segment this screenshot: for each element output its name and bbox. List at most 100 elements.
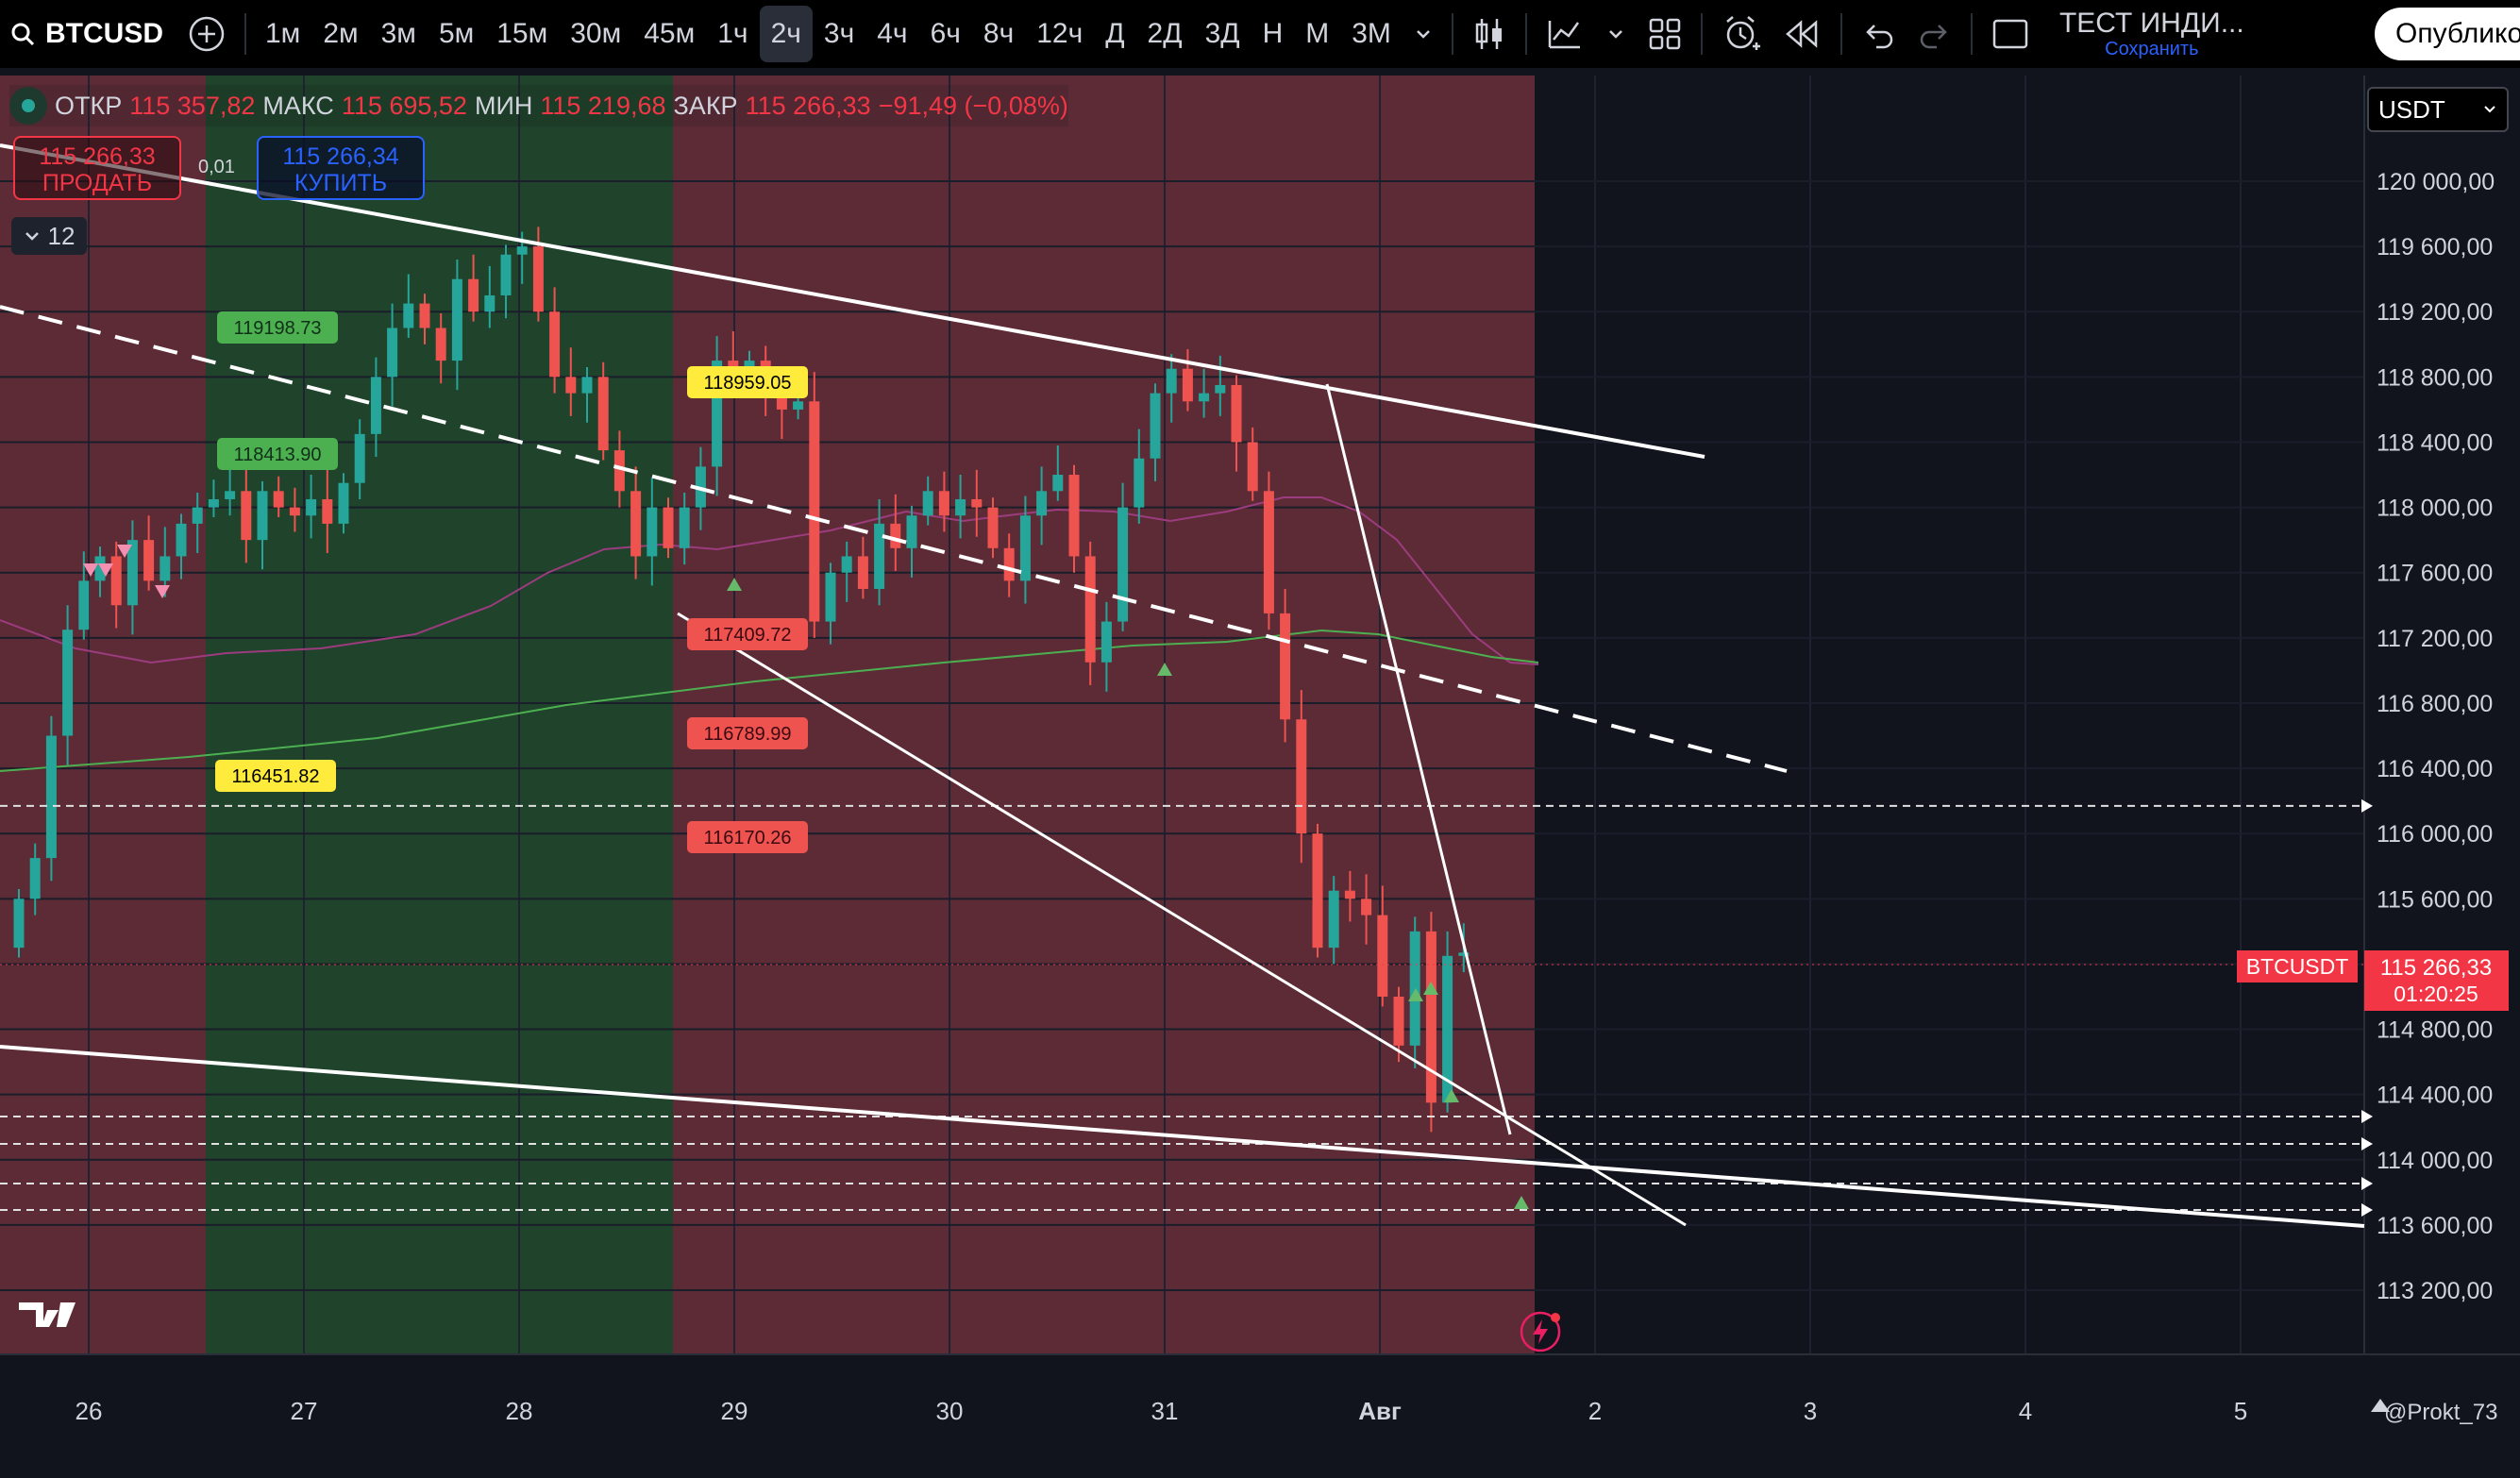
- interval-12[interactable]: 8ч: [983, 18, 1015, 49]
- layout-title-block[interactable]: ТЕСТ ИНДИ... Сохранить: [2041, 8, 2260, 60]
- candle-body: [78, 580, 90, 630]
- interval-17[interactable]: Н: [1262, 18, 1284, 49]
- candle-body: [338, 482, 349, 524]
- time-tick-label: 31: [1151, 1397, 1179, 1425]
- candle-body: [1377, 915, 1388, 997]
- plus-circle-icon: [188, 15, 226, 53]
- open-label: ОТКР: [55, 91, 123, 120]
- price-chart[interactable]: 120 000,00 119 600,00 119 200,00 118 800,00…: [0, 68, 2520, 1478]
- candle-body: [1328, 890, 1339, 949]
- indicators-dropdown[interactable]: [1595, 6, 1637, 62]
- candle-body: [1019, 515, 1031, 581]
- chart-type-button[interactable]: [1461, 6, 1518, 62]
- symbol-search[interactable]: BTCUSD: [0, 18, 176, 50]
- level-label-box: [215, 760, 336, 792]
- interval-16[interactable]: 3Д: [1204, 18, 1240, 49]
- interval-2[interactable]: 3м: [380, 18, 416, 49]
- candle-body: [987, 507, 999, 548]
- candle-body: [126, 540, 138, 606]
- last-price-value: 115 266,33: [2380, 955, 2492, 981]
- redo-button[interactable]: [1907, 6, 1963, 62]
- price-tick-label: 116 800,00: [2377, 691, 2493, 717]
- visibility-toggle[interactable]: [9, 87, 47, 125]
- sell-button[interactable]: 115 266,33 ПРОДАТЬ: [13, 136, 181, 200]
- candle-body: [613, 450, 625, 492]
- publish-button[interactable]: Опублико: [2375, 8, 2520, 60]
- interval-3[interactable]: 5м: [438, 18, 475, 49]
- indicators-icon: [1546, 15, 1584, 53]
- indicators-collapse-button[interactable]: 12: [11, 217, 87, 255]
- candle-body: [192, 507, 203, 524]
- interval-8[interactable]: 2ч: [759, 6, 813, 62]
- interval-5[interactable]: 30м: [570, 18, 622, 49]
- interval-0[interactable]: 1м: [265, 18, 301, 49]
- fullscreen-button[interactable]: [1980, 6, 2041, 62]
- sell-label: ПРОДАТЬ: [42, 170, 153, 196]
- change-value: −91,49 (−0,08%): [878, 91, 1068, 120]
- high-label: МАКС: [262, 91, 334, 120]
- candle-body: [663, 507, 674, 548]
- time-tick-label: 27: [291, 1397, 318, 1425]
- candle-body: [1263, 491, 1274, 613]
- candle-body: [1134, 458, 1145, 508]
- candle-body: [1458, 952, 1470, 956]
- candle-body: [110, 556, 122, 606]
- layouts-button[interactable]: [1637, 6, 1693, 62]
- interval-6[interactable]: 45м: [644, 18, 696, 49]
- separator: [1700, 13, 1703, 55]
- candle-body: [1052, 475, 1064, 492]
- candle-body: [322, 498, 333, 524]
- candle-body: [1280, 613, 1291, 720]
- signal-marker-up: [1157, 663, 1172, 676]
- level-label-box: [687, 717, 808, 749]
- candle-body: [1182, 368, 1193, 402]
- candle-body: [938, 491, 949, 516]
- interval-1[interactable]: 2м: [323, 18, 359, 49]
- open-value: 115 357,82: [129, 91, 256, 120]
- save-link[interactable]: Сохранить: [2105, 39, 2199, 59]
- candle-body: [176, 523, 187, 557]
- low-value: 115 219,68: [540, 91, 666, 120]
- candle-body: [1100, 621, 1112, 663]
- top-toolbar: BTCUSD 1м 2м 3м 5м 15м 30м 45м 1ч 2ч 3ч 4ч 6ч 8ч 12ч Д…: [0, 0, 2520, 68]
- interval-11[interactable]: 6ч: [930, 18, 961, 49]
- level-label-text: 119198.73: [233, 318, 321, 339]
- level-label-box: [687, 366, 808, 398]
- chevron-down-icon: [2482, 102, 2497, 117]
- interval-7[interactable]: 1ч: [717, 18, 748, 49]
- currency-select[interactable]: USDT: [2367, 87, 2509, 132]
- separator: [1524, 13, 1527, 55]
- level-arrow-icon: [2361, 1110, 2373, 1123]
- interval-10[interactable]: 4ч: [877, 18, 908, 49]
- interval-9[interactable]: 3ч: [823, 18, 855, 49]
- candle-body: [809, 401, 820, 622]
- candle-body: [841, 556, 852, 573]
- time-tick-label: Авг: [1358, 1397, 1402, 1425]
- redo-icon: [1918, 17, 1952, 51]
- candle-body: [1084, 556, 1096, 663]
- intervals-dropdown[interactable]: [1403, 6, 1444, 62]
- interval-15[interactable]: 2Д: [1147, 18, 1183, 49]
- chart-area[interactable]: 120 000,00 119 600,00 119 200,00 118 800,00…: [0, 68, 2520, 1478]
- indicators-button[interactable]: [1535, 6, 1595, 62]
- chevron-down-icon: [24, 227, 41, 244]
- candle-body: [532, 246, 544, 312]
- candle-body: [500, 254, 512, 295]
- replay-button[interactable]: [1772, 6, 1833, 62]
- candle-body: [1393, 997, 1404, 1046]
- interval-19[interactable]: 3М: [1352, 18, 1391, 49]
- interval-18[interactable]: М: [1305, 18, 1330, 49]
- spread-value: 0,01: [198, 157, 235, 177]
- buy-button[interactable]: 115 266,34 КУПИТЬ: [257, 136, 425, 200]
- interval-4[interactable]: 15м: [496, 18, 548, 49]
- candle-body: [451, 278, 462, 361]
- candle-body: [857, 556, 868, 589]
- interval-14[interactable]: Д: [1105, 18, 1125, 49]
- session-zone-red: [0, 76, 206, 1354]
- alert-button[interactable]: [1710, 6, 1772, 62]
- wedge-line: [677, 612, 1687, 1227]
- interval-13[interactable]: 12ч: [1036, 18, 1084, 49]
- add-symbol-button[interactable]: [176, 6, 237, 62]
- undo-button[interactable]: [1850, 6, 1907, 62]
- session-zone-red: [673, 76, 1535, 1354]
